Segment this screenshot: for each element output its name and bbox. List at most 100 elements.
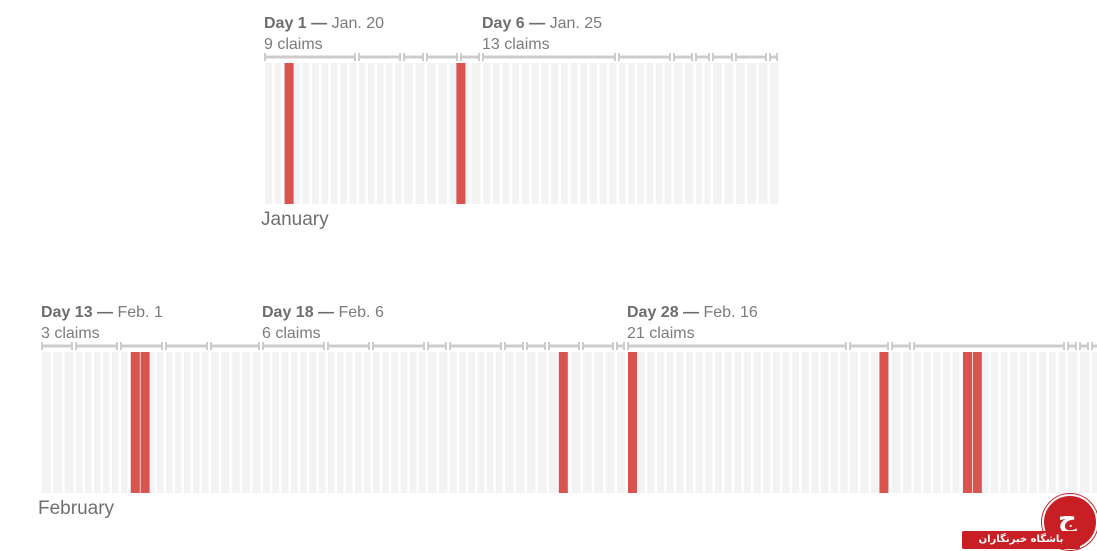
watermark-logo: ج باشگاه خبرنگاران [962, 494, 1097, 551]
hour-stripe [166, 352, 173, 493]
hour-stripe [302, 63, 310, 204]
claim-bar [963, 352, 972, 493]
annotation-day-number: Day 1 [264, 15, 307, 32]
annotation-dash: — [679, 304, 704, 321]
hour-stripe [637, 352, 645, 493]
hour-stripe [801, 352, 809, 493]
hour-stripe [64, 352, 74, 493]
hour-stripe [312, 63, 319, 204]
hour-stripe [743, 352, 751, 493]
hour-stripe [860, 352, 869, 493]
hour-stripe [492, 63, 500, 204]
claim-bar [140, 352, 150, 493]
hour-stripe [811, 352, 819, 493]
hour-stripe [409, 352, 417, 493]
february-panel: Day 13 — Feb. 1 3 claims Day 18 — Feb. 6 6 … [38, 304, 1097, 519]
hour-stripe [770, 63, 779, 204]
annotation-claims: 3 claims [41, 325, 100, 342]
hour-stripe [427, 63, 436, 204]
hour-stripe [330, 63, 338, 204]
hour-stripe [439, 352, 448, 493]
hour-stripe [580, 63, 588, 204]
hour-stripe [685, 352, 694, 493]
annotation-claims: 13 claims [482, 36, 550, 53]
hour-stripe [991, 352, 999, 493]
hour-stripe [892, 352, 901, 493]
hour-stripe [274, 63, 282, 204]
hour-stripe [724, 352, 732, 493]
annotation-claims: 6 claims [262, 325, 321, 342]
hour-stripe [758, 63, 768, 204]
hour-stripe [830, 352, 838, 493]
hour-stripe [538, 352, 547, 493]
hour-stripe [1080, 352, 1090, 493]
hour-stripe [655, 63, 663, 204]
hour-stripe [505, 352, 514, 493]
hour-stripe [903, 352, 912, 493]
hour-stripe [76, 352, 83, 493]
hour-stripe [449, 63, 459, 204]
hour-stripe [415, 63, 425, 204]
hour-stripe [42, 352, 51, 493]
hour-stripe [395, 63, 402, 204]
annotation-dash: — [525, 15, 550, 32]
hour-stripe [318, 352, 326, 493]
hour-stripe [1000, 352, 1008, 493]
annotation-dash: — [93, 304, 118, 321]
hour-stripe [477, 352, 485, 493]
month-label: February [38, 498, 115, 519]
hour-stripe [382, 352, 389, 493]
annotation-claims: 21 claims [627, 325, 695, 342]
hour-stripe [293, 63, 301, 204]
hour-stripe [617, 352, 626, 493]
hour-stripe [377, 63, 384, 204]
hour-stripe [242, 352, 251, 493]
hour-stripe [685, 63, 694, 204]
hour-stripe [850, 352, 858, 493]
hour-stripe [53, 352, 63, 493]
annotation-date: Feb. 6 [338, 304, 383, 321]
hour-stripe [560, 63, 568, 204]
hour-stripe [438, 63, 448, 204]
claim-bar [628, 352, 637, 493]
hour-stripe [521, 63, 530, 204]
hour-stripe [646, 63, 654, 204]
hour-stripe [1019, 352, 1027, 493]
hour-stripe [472, 63, 481, 204]
hour-stripe [549, 352, 558, 493]
hour-stripe [512, 63, 520, 204]
hour-stripe [94, 352, 101, 493]
hour-stripe [952, 352, 960, 493]
hour-stripe [594, 352, 604, 493]
hour-stripe [321, 63, 329, 204]
hour-stripe [628, 63, 635, 204]
claim-bar [972, 352, 982, 493]
hour-stripe [148, 352, 155, 493]
hour-stripe [340, 63, 348, 204]
hour-stripe [551, 63, 559, 204]
hour-stripe [605, 352, 615, 493]
hour-stripe [328, 352, 335, 493]
annotation-day-label: Day 6 — Jan. 25 [482, 15, 602, 32]
hour-stripe [211, 352, 219, 493]
hour-stripe [676, 352, 684, 493]
hour-stripe [923, 352, 931, 493]
annotation-day-number: Day 18 [262, 304, 314, 321]
hour-stripe [734, 352, 742, 493]
hour-stripe [782, 352, 790, 493]
annotation-day-label: Day 18 — Feb. 6 [262, 304, 384, 321]
hour-stripe [184, 352, 191, 493]
hour-stripe [418, 352, 426, 493]
month-label: January [261, 209, 329, 230]
hour-stripe [933, 352, 941, 493]
hour-stripe [272, 352, 280, 493]
hour-stripe [713, 63, 722, 204]
hour-stripe [657, 352, 665, 493]
claim-bar [558, 352, 568, 493]
annotation-date: Jan. 20 [332, 15, 385, 32]
hour-stripe [252, 352, 261, 493]
claim-bar [456, 63, 466, 204]
hour-stripe [714, 352, 723, 493]
hour-stripe [290, 352, 298, 493]
